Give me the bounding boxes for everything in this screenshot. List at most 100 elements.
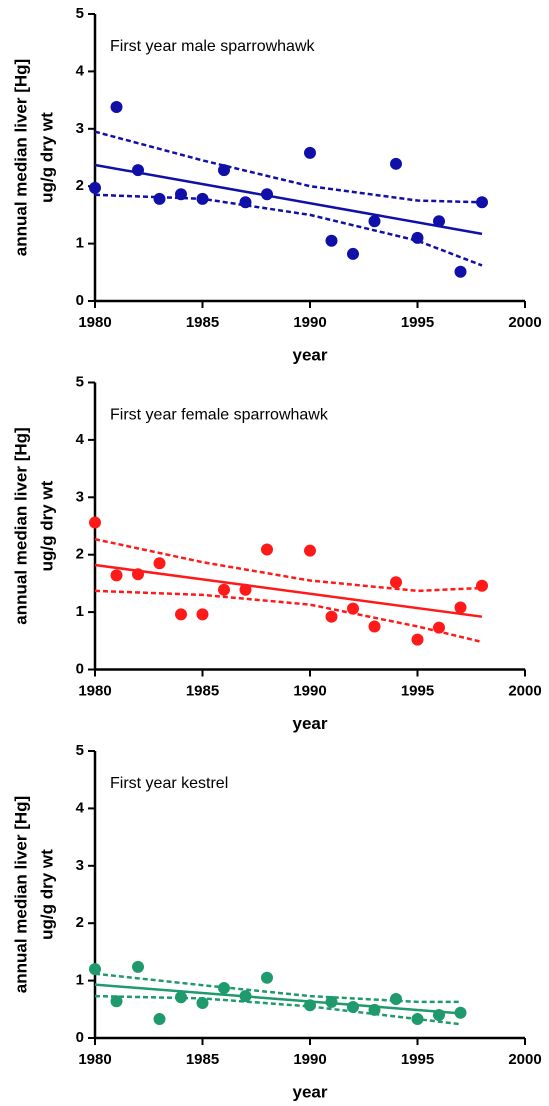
y-tick-label: 3 [76, 120, 84, 137]
panel-title: First year male sparrowhawk [110, 38, 316, 55]
x-axis-title: year [293, 345, 328, 364]
data-point [390, 992, 402, 1005]
data-point [261, 971, 273, 984]
data-point [261, 543, 273, 556]
data-point [433, 215, 445, 228]
panel-title: First year female sparrowhawk [110, 407, 329, 424]
data-point [89, 516, 101, 529]
data-point [411, 1013, 424, 1026]
data-point [153, 1013, 166, 1026]
x-tick-label: 2000 [508, 682, 541, 699]
data-point [368, 215, 381, 228]
data-point [454, 1006, 467, 1019]
x-tick-label: 1985 [186, 682, 219, 699]
y-tick-label: 5 [76, 373, 84, 390]
y-tick-label: 3 [76, 857, 84, 874]
data-point [239, 583, 252, 596]
y-tick-label: 3 [76, 488, 84, 505]
confidence-band-lower [94, 589, 483, 644]
data-point [175, 188, 187, 201]
data-point [218, 583, 230, 596]
y-tick-label: 0 [76, 292, 84, 309]
data-point [196, 608, 209, 621]
y-tick-label: 5 [76, 742, 84, 759]
data-point [110, 995, 123, 1008]
y-tick-label: 4 [76, 62, 85, 79]
data-point [89, 181, 101, 194]
panel-title: First year kestrel [110, 775, 228, 792]
data-point [347, 602, 359, 615]
x-tick-label: 1980 [78, 314, 111, 331]
data-point [347, 247, 359, 260]
y-axis-title: annual median liver [Hg] [11, 59, 30, 256]
x-tick-label: 2000 [508, 1051, 541, 1068]
x-tick-label: 2000 [508, 314, 541, 331]
y-tick-label: 0 [76, 660, 84, 677]
x-tick-label: 1985 [186, 314, 219, 331]
confidence-band-upper [94, 972, 461, 1004]
x-tick-label: 1990 [293, 682, 326, 699]
data-point [110, 100, 123, 113]
x-tick-label: 1980 [78, 682, 111, 699]
x-tick-label: 1985 [186, 1051, 219, 1068]
data-point [433, 621, 445, 634]
regression-line [94, 563, 483, 618]
data-point [368, 620, 381, 633]
y-tick-label: 2 [76, 914, 84, 931]
data-point [433, 1009, 445, 1022]
data-point [110, 569, 123, 582]
y-tick-label: 4 [76, 431, 85, 448]
data-point [325, 234, 338, 247]
data-point [325, 610, 338, 623]
data-point [368, 1003, 381, 1016]
y-tick-label: 1 [76, 972, 84, 989]
y-axis-title: ug/g dry wt [37, 480, 56, 571]
x-tick-label: 1980 [78, 1051, 111, 1068]
data-point [261, 188, 273, 201]
data-point [476, 579, 488, 592]
data-point [132, 960, 144, 973]
y-axis-title: ug/g dry wt [37, 112, 56, 203]
data-point [454, 601, 467, 614]
confidence-band-upper [94, 130, 483, 204]
y-tick-label: 5 [76, 5, 84, 22]
y-tick-label: 2 [76, 546, 84, 563]
x-axis-title: year [293, 1082, 328, 1101]
data-point [175, 608, 187, 621]
confidence-band-lower [94, 994, 461, 1026]
y-axis-title: ug/g dry wt [37, 849, 56, 940]
data-point [175, 991, 187, 1004]
data-point [218, 164, 230, 177]
y-axis-title: annual median liver [Hg] [11, 796, 30, 993]
data-point [476, 196, 488, 209]
regression-line [94, 163, 483, 236]
regression-line [94, 983, 461, 1015]
data-point [89, 963, 101, 976]
confidence-band-upper [94, 537, 483, 593]
data-point [153, 192, 166, 205]
data-point [304, 999, 316, 1012]
x-axis-title: year [293, 714, 328, 733]
x-tick-label: 1995 [401, 1051, 434, 1068]
data-point [304, 146, 316, 159]
x-tick-label: 1990 [293, 314, 326, 331]
data-point [196, 192, 209, 205]
data-point [304, 544, 316, 557]
data-point [239, 196, 252, 209]
data-point [347, 1001, 359, 1014]
x-tick-label: 1995 [401, 314, 434, 331]
data-point [132, 568, 144, 581]
y-axis-title: annual median liver [Hg] [11, 427, 30, 624]
y-tick-label: 4 [76, 799, 85, 816]
data-point [454, 265, 467, 278]
data-point [325, 995, 338, 1008]
x-tick-label: 1995 [401, 682, 434, 699]
y-tick-label: 1 [76, 603, 84, 620]
data-point [218, 982, 230, 995]
data-point [239, 990, 252, 1003]
data-point [411, 633, 424, 646]
confidence-band-lower [94, 193, 483, 267]
data-point [196, 996, 209, 1009]
data-point [390, 576, 402, 589]
